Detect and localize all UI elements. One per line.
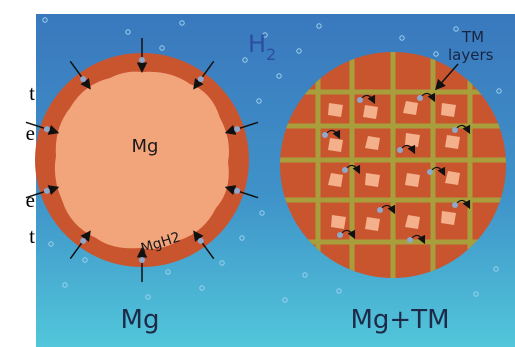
h-atom (198, 238, 204, 244)
h-atom (417, 95, 423, 101)
h-atom (234, 188, 240, 194)
mg-fragment (441, 211, 456, 225)
h-atom (342, 167, 348, 173)
mg-fragment (331, 215, 346, 229)
mg-fragment (441, 103, 456, 117)
h-atom (322, 132, 328, 138)
h-atom (80, 76, 86, 82)
h-atom (139, 257, 145, 263)
h-atom (44, 188, 50, 194)
mg-fragment (328, 103, 343, 117)
left-caption: Mg (121, 305, 160, 335)
figure: teet H2 TMlayers Mg MgH2 Mg Mg+TM (0, 0, 515, 347)
core-label: Mg (132, 136, 159, 157)
margin-fragment: t (29, 81, 35, 105)
mg-fragment (445, 135, 460, 149)
right-caption: Mg+TM (350, 305, 449, 335)
mg-fragment (363, 105, 378, 119)
h-atom (139, 57, 145, 63)
mg-fragment (365, 217, 380, 231)
h-atom (357, 97, 363, 103)
h-atom (377, 207, 383, 213)
mg-core (55, 72, 229, 249)
h-atom (198, 76, 204, 82)
mg-fragment (365, 173, 380, 187)
margin-fragment: t (29, 224, 35, 248)
h-atom (337, 232, 343, 238)
h-atom (452, 202, 458, 208)
h-atom (427, 169, 433, 175)
h-atom (407, 237, 413, 243)
mg-fragment (405, 173, 420, 187)
margin-fragment: e (26, 188, 35, 212)
h-atom (397, 147, 403, 153)
h-atom (44, 126, 50, 132)
h-atom (452, 127, 458, 133)
h-atom (234, 126, 240, 132)
h-atom (80, 238, 86, 244)
mg-fragment (328, 138, 343, 152)
